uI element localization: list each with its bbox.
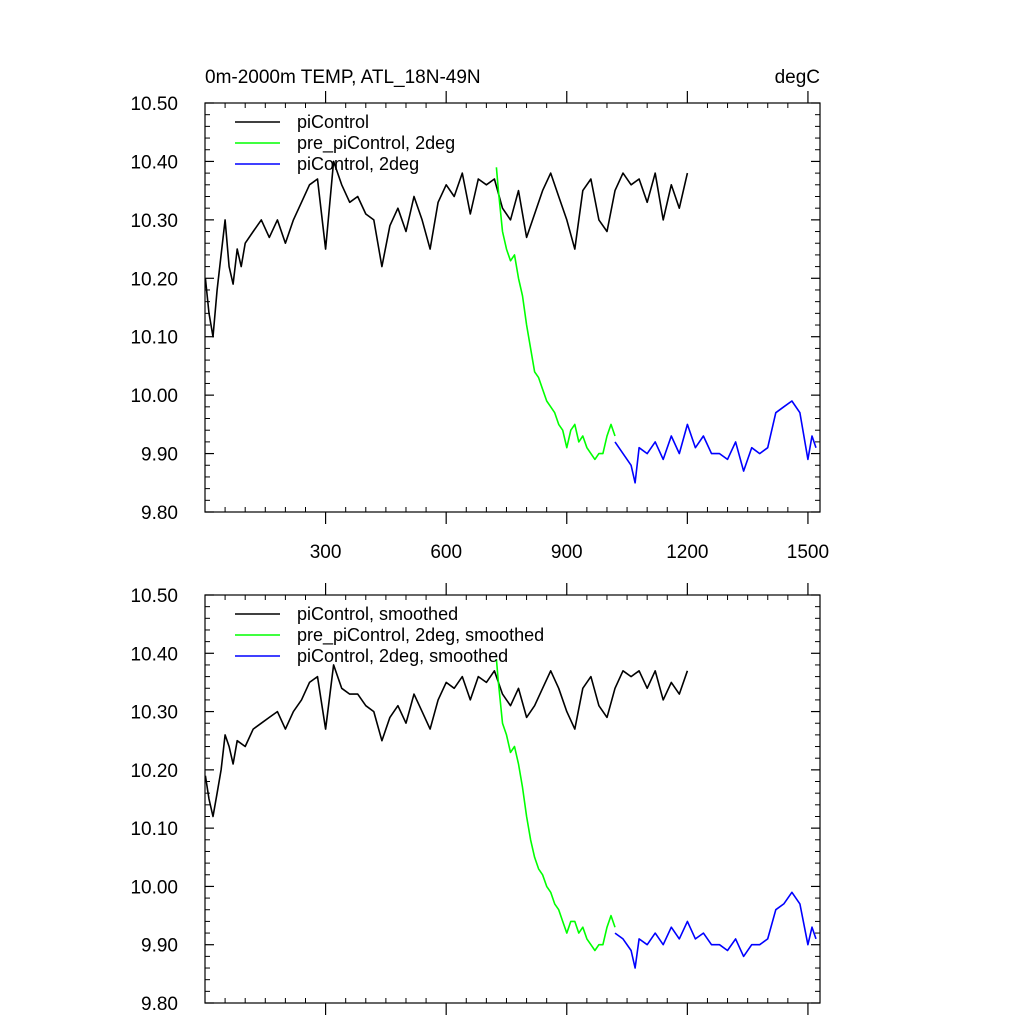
legend-label: pre_piControl, 2deg, smoothed [297,625,544,646]
series-line-picontrol [204,160,689,338]
x-tick-label: 1500 [787,542,829,563]
plot-frame [204,102,821,513]
y-tick-label: 10.50 [130,586,178,607]
legend-label: piControl, 2deg, smoothed [297,646,508,666]
x-tick-label: 900 [551,542,583,563]
y-tick-label: 10.30 [130,703,178,724]
y-tick-label: 9.80 [141,994,178,1015]
x-tick-label: 1200 [666,542,708,563]
y-tick-label: 10.00 [130,877,178,898]
legend-label: pre_piControl, 2deg [297,133,455,154]
plot-frame [204,594,821,1004]
series-line-pre-picontrol-2deg [495,167,616,461]
legend-label: piControl [297,112,369,132]
series-line-pre-picontrol-2deg-smoothed [495,659,616,952]
x-tick-label: 600 [430,542,462,563]
y-tick-label: 10.50 [130,94,178,115]
legend-label: piControl, 2deg [297,154,419,174]
x-tick-label: 300 [310,542,342,563]
y-tick-label: 9.90 [141,936,178,957]
y-tick-label: 10.40 [130,644,178,665]
chart-title: 0m-2000m TEMP, ATL_18N-49N [205,67,481,88]
bottom-panel: 9.80 9.90 10.00 10.10 10.20 10.30 10.40 10.50 pi… [130,583,821,1015]
y-tick-label: 10.40 [130,152,178,173]
y-tick-label: 10.00 [130,386,178,407]
y-tick-label: 10.30 [130,211,178,232]
units-label: degC [775,67,820,88]
top-panel: 9.80 9.90 10.00 10.10 10.20 10.30 10.40 10.50 30… [130,91,829,563]
y-tick-label: 9.80 [141,503,178,524]
y-tick-label: 10.10 [130,328,178,349]
y-tick-label: 9.90 [141,445,178,466]
y-tick-label: 10.20 [130,761,178,782]
series-line-picontrol-smoothed [204,664,689,818]
series-line-picontrol-2deg-smoothed [614,891,817,969]
series-line-picontrol-2deg [614,400,817,484]
y-tick-label: 10.10 [130,819,178,840]
legend-label: piControl, smoothed [297,604,458,624]
y-tick-label: 10.20 [130,269,178,290]
